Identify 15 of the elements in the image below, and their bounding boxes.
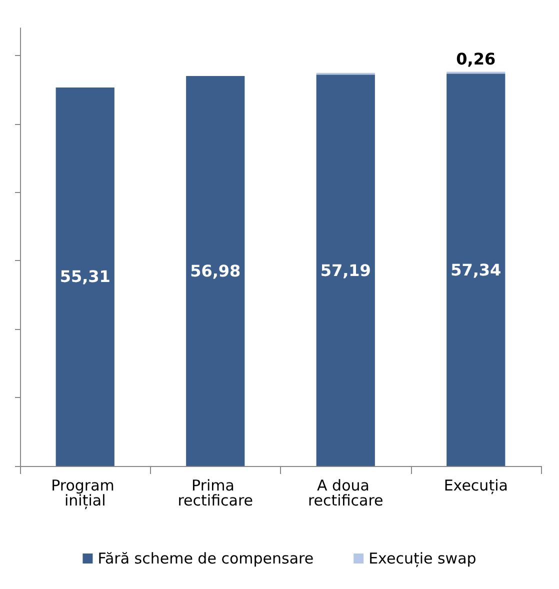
data-label: 57,34 — [450, 260, 502, 280]
x-tick-label: A doua rectificare — [308, 476, 384, 510]
bar — [186, 76, 245, 466]
data-label: 56,98 — [190, 262, 241, 281]
data-label: 57,19 — [320, 260, 371, 280]
data-label: 0,26 — [456, 49, 496, 68]
x-tick-label: Prima rectificare — [178, 476, 254, 510]
legend-label: Fără scheme de compensare — [98, 550, 314, 568]
bar — [56, 87, 114, 466]
x-tick-label: Execuția — [444, 476, 508, 494]
data-label: 55,31 — [60, 267, 110, 286]
bar — [446, 74, 506, 466]
bar — [316, 74, 375, 466]
x-tick-label: Program inițial — [51, 476, 120, 510]
legend-label: Execuție swap — [368, 550, 476, 568]
